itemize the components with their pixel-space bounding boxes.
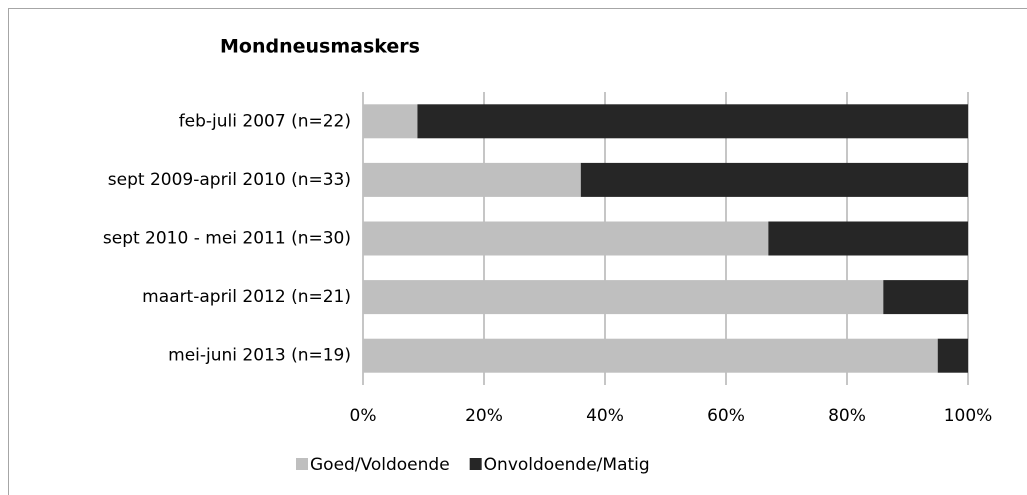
x-tick-label: 0% bbox=[350, 406, 377, 426]
bar-segment bbox=[363, 104, 418, 139]
chart-title: Mondneusmaskers bbox=[220, 36, 420, 58]
bar-segment bbox=[883, 280, 968, 315]
bar-segment bbox=[363, 280, 884, 315]
bar-segment bbox=[580, 162, 968, 197]
bar-segment bbox=[417, 104, 968, 139]
x-tick-label: 60% bbox=[707, 406, 745, 426]
y-tick-label: sept 2009-april 2010 (n=33) bbox=[108, 170, 351, 190]
bar-segment bbox=[363, 162, 581, 197]
x-tick-label: 80% bbox=[828, 406, 866, 426]
y-tick-label: sept 2010 - mei 2011 (n=30) bbox=[103, 229, 351, 249]
y-tick-label: mei-juni 2013 (n=19) bbox=[168, 346, 351, 366]
legend-label: Onvoldoende/Matig bbox=[484, 455, 650, 475]
bar-segment bbox=[768, 221, 968, 256]
y-tick-label: feb-juli 2007 (n=22) bbox=[179, 111, 351, 131]
x-tick-label: 100% bbox=[944, 406, 993, 426]
bar-segment bbox=[363, 338, 938, 373]
legend-swatch bbox=[469, 458, 482, 470]
x-tick-label: 20% bbox=[465, 406, 503, 426]
legend-swatch bbox=[296, 458, 308, 470]
bar-segment bbox=[937, 338, 968, 373]
y-tick-label: maart-april 2012 (n=21) bbox=[142, 287, 351, 307]
x-tick-label: 40% bbox=[586, 406, 624, 426]
bar-segment bbox=[363, 221, 769, 256]
legend-label: Goed/Voldoende bbox=[310, 455, 450, 475]
